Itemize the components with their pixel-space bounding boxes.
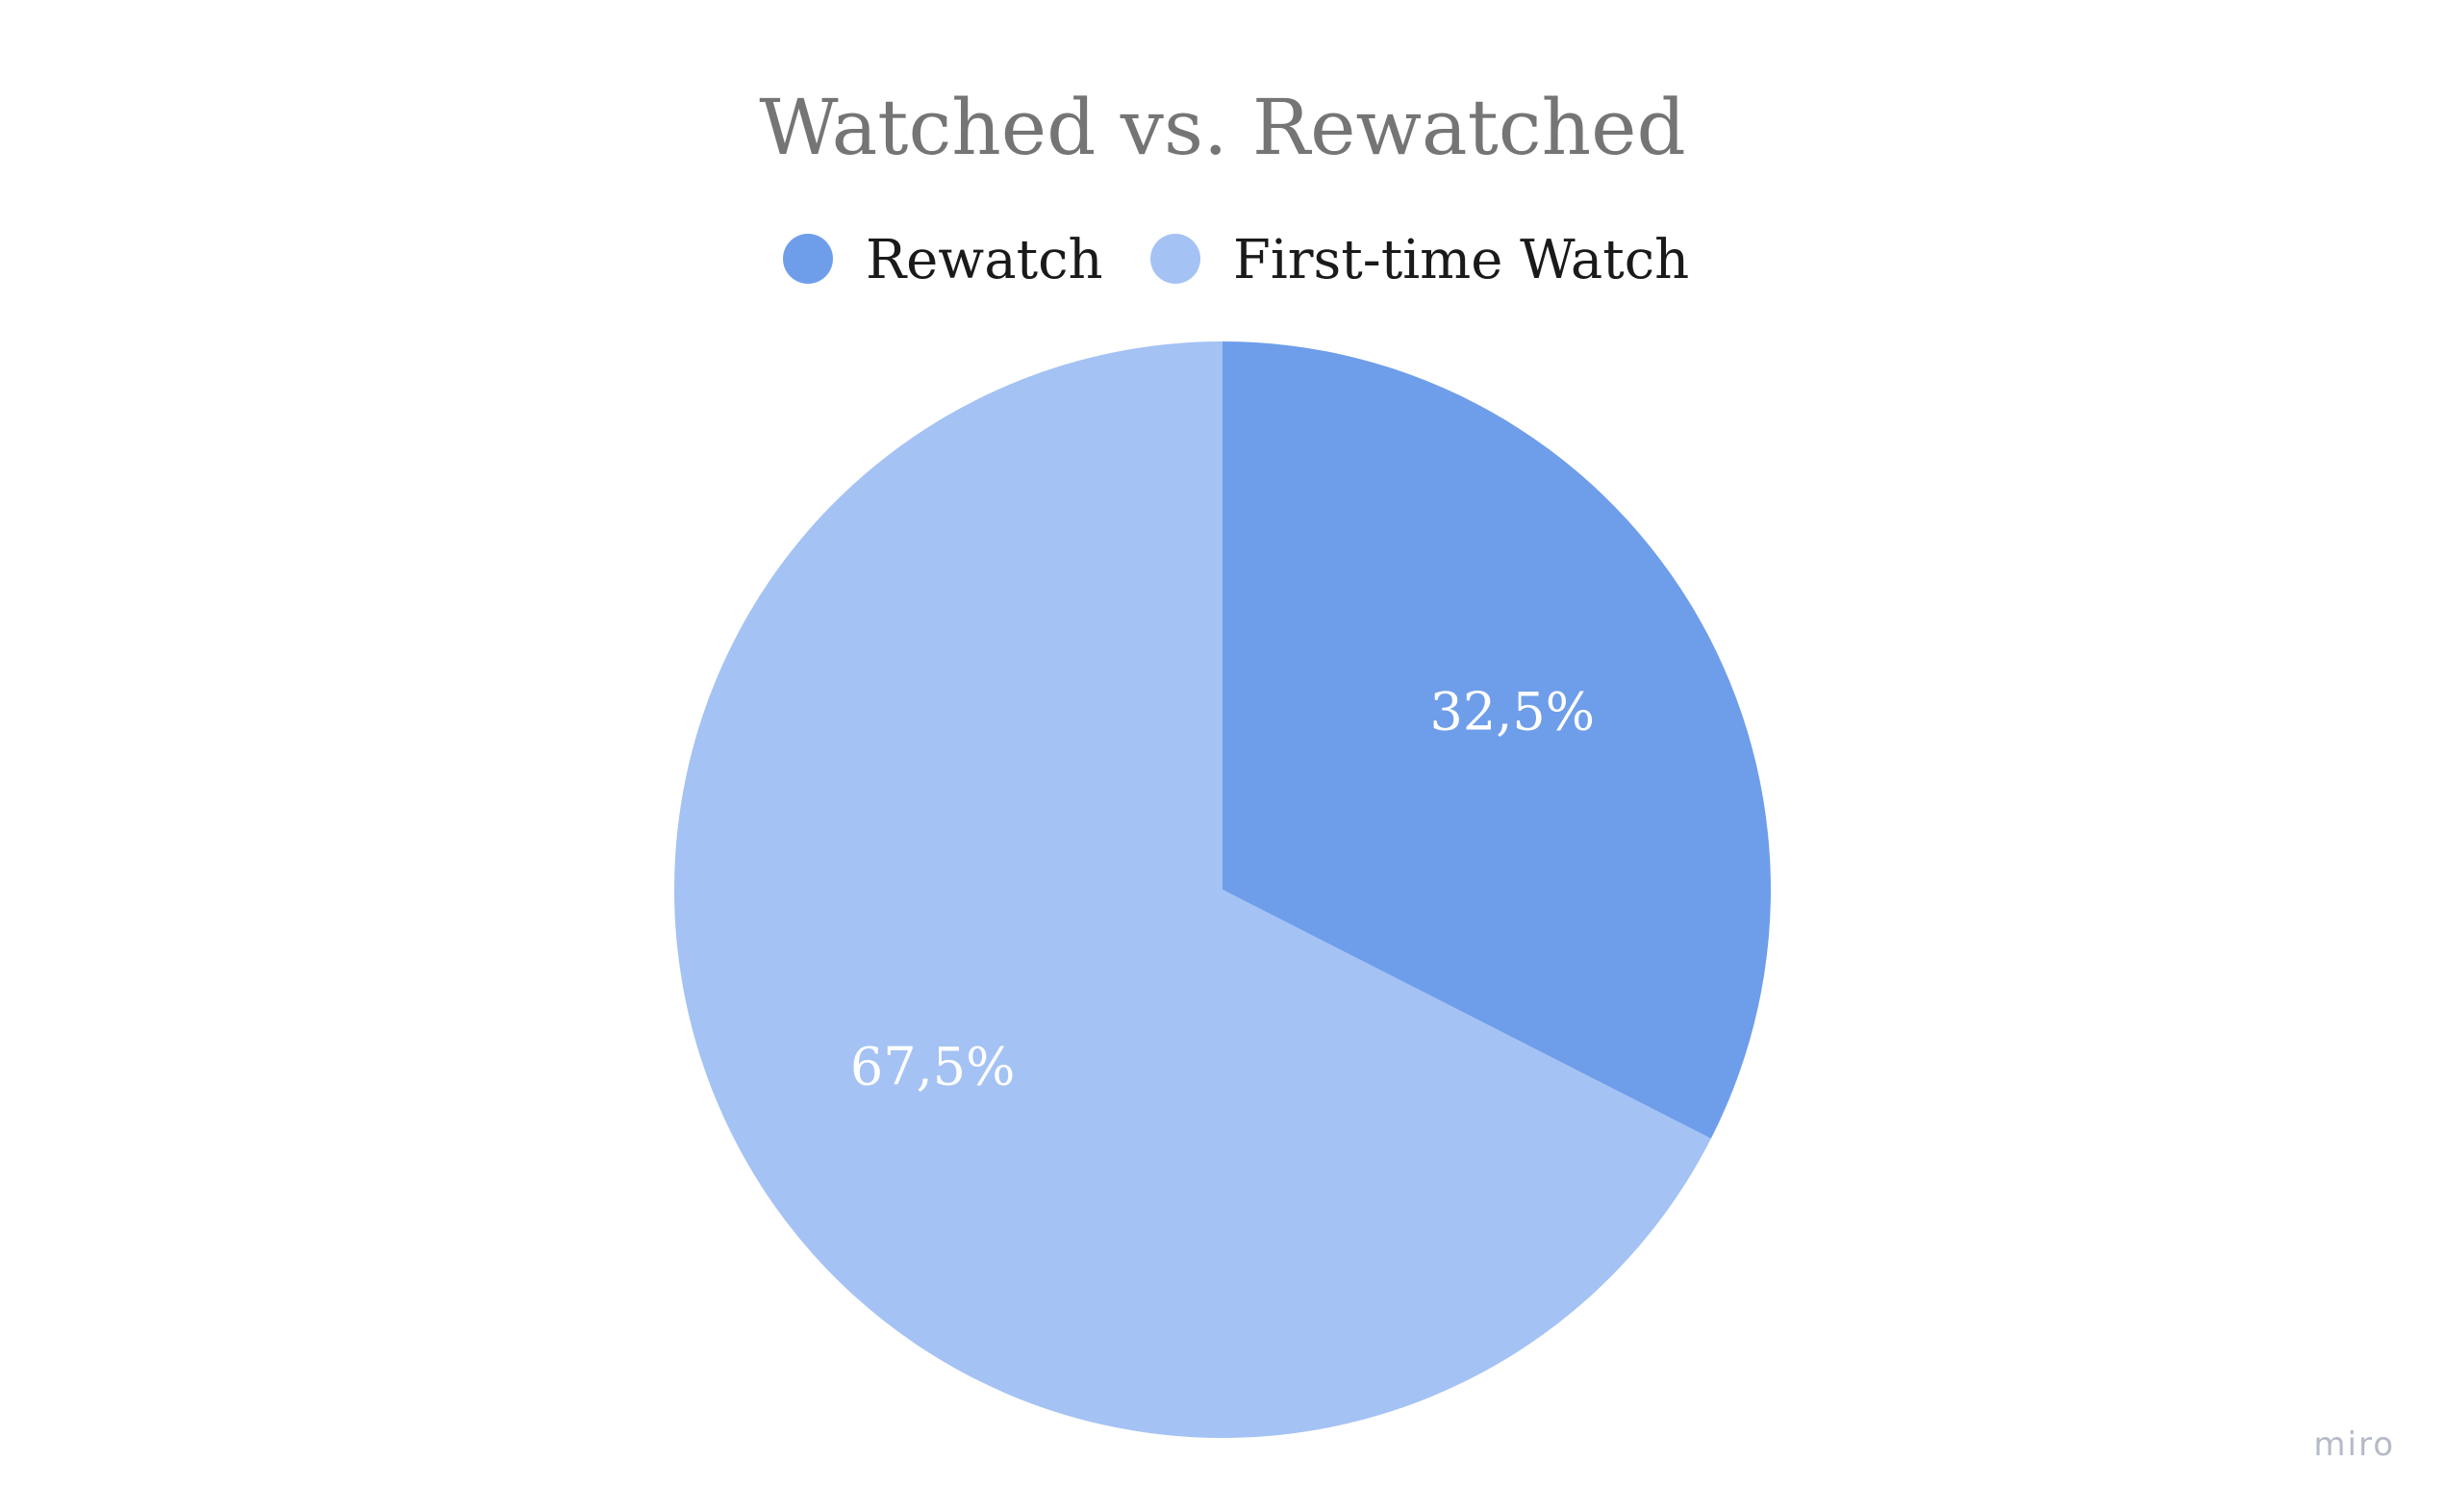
legend-label-first-time-watch: First-time Watch (1233, 229, 1689, 291)
pie-slice-label-rewatch: 32,5% (1430, 681, 1596, 742)
legend-swatch-rewatch (783, 234, 833, 284)
legend: Rewatch First-time Watch (783, 229, 1689, 291)
pie-slices (673, 341, 1772, 1438)
pie-slice-label-first-time-watch: 67,5% (850, 1037, 1016, 1097)
chart-title: Watched vs. Rewatched (759, 83, 1685, 172)
legend-swatch-first-time-watch (1150, 234, 1200, 284)
pie-slice-rewatch (1223, 341, 1772, 1139)
miro-watermark: miro (2313, 1425, 2395, 1464)
pie-slice-labels: 32,5% 67,5% (850, 681, 1595, 1096)
legend-label-rewatch: Rewatch (866, 229, 1103, 291)
pie-slice-first-time-watch (673, 341, 1711, 1438)
